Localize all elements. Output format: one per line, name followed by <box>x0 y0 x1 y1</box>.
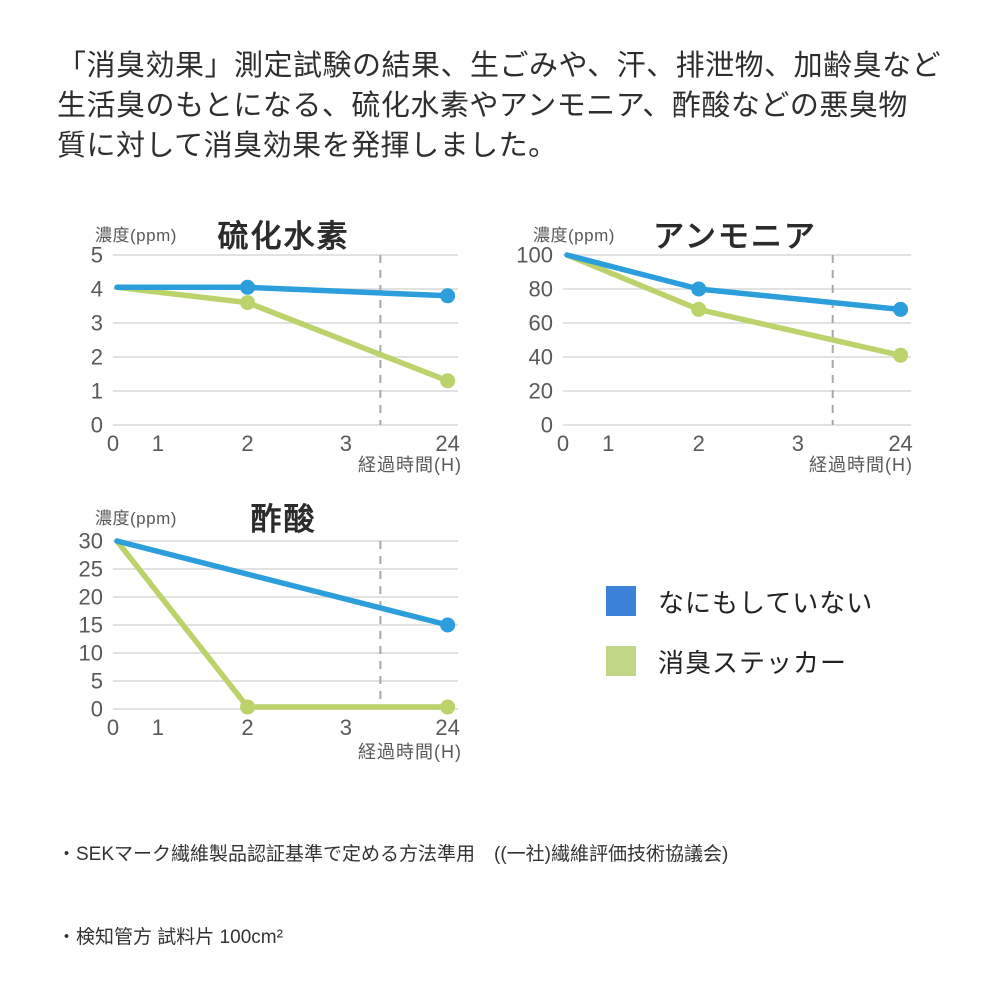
legend-swatch-green <box>606 646 636 676</box>
y-tick-label: 5 <box>91 243 103 268</box>
y-axis-unit-label: 濃度(ppm) <box>95 226 177 245</box>
y-tick-label: 40 <box>529 345 553 370</box>
legend-label: なにもしていない <box>658 587 874 618</box>
data-point <box>240 295 256 311</box>
legend-item-sticker: 消臭ステッカー <box>606 646 873 678</box>
x-tick-label: 1 <box>602 431 614 456</box>
y-tick-label: 2 <box>91 345 103 370</box>
y-tick-label: 10 <box>79 641 103 666</box>
series-line <box>114 538 451 710</box>
y-tick-label: 100 <box>516 243 553 268</box>
y-tick-label: 20 <box>79 585 103 610</box>
chart-title: アンモニア <box>653 219 817 254</box>
legend: なにもしていない 消臭ステッカー <box>606 586 873 706</box>
y-tick-label: 5 <box>91 669 103 694</box>
line-chart-plot: 0 1 2 3 4 5 0 1 2 3 24 <box>91 243 460 457</box>
chart-ammonia: 濃度(ppm) アンモニア 0 20 40 60 80 100 0 1 2 3 24 経過時間(H) <box>515 213 965 481</box>
y-tick-label: 0 <box>91 697 103 722</box>
x-tick-label: 3 <box>792 431 804 456</box>
data-point <box>240 699 256 715</box>
legend-label: 消臭ステッカー <box>658 647 848 678</box>
x-tick-label: 3 <box>340 431 352 456</box>
x-axis-label: 経過時間(H) <box>809 455 913 475</box>
x-tick-label: 24 <box>435 431 459 456</box>
chart-title: 硫化水素 <box>217 219 350 254</box>
data-point <box>440 288 456 304</box>
header-line: 質に対して消臭効果を発揮しました。 <box>57 130 558 162</box>
y-tick-label: 1 <box>91 379 103 404</box>
chart-hydrogen-sulfide: 濃度(ppm) 硫化水素 0 1 2 3 4 5 0 1 2 3 24 経過時間(H) <box>70 213 500 481</box>
y-tick-label: 30 <box>79 529 103 554</box>
y-tick-label: 0 <box>91 413 103 438</box>
y-tick-label: 25 <box>79 557 103 582</box>
x-axis-label: 経過時間(H) <box>358 455 462 475</box>
footnotes: ・SEKマーク繊維製品認証基準で定める方法準用 ((一社)繊維評価技術協議会) … <box>57 786 967 1000</box>
y-tick-label: 60 <box>529 311 553 336</box>
x-tick-label: 0 <box>107 715 119 740</box>
header-text: 「消臭効果」測定試験の結果、生ごみや、汗、排泄物、加齢臭など 生活臭のもとになる… <box>57 46 957 166</box>
x-tick-label: 2 <box>693 431 705 456</box>
header-line: 生活臭のもとになる、硫化水素やアンモニア、酢酸などの悪臭物 <box>57 90 908 122</box>
y-tick-label: 0 <box>541 413 553 438</box>
data-point <box>893 347 909 363</box>
x-axis-label: 経過時間(H) <box>358 742 462 762</box>
x-tick-label: 0 <box>557 431 569 456</box>
data-point <box>893 301 909 317</box>
data-point <box>691 301 707 317</box>
series-line <box>564 252 904 313</box>
series-line <box>114 538 451 628</box>
y-tick-label: 4 <box>91 277 103 302</box>
chart-title: 酢酸 <box>250 502 317 537</box>
y-tick-label: 15 <box>79 613 103 638</box>
data-point <box>691 281 707 297</box>
x-tick-label: 2 <box>241 431 253 456</box>
line-chart-plot: 0 20 40 60 80 100 0 1 2 3 24 <box>516 243 913 457</box>
y-axis-unit-label: 濃度(ppm) <box>95 509 177 528</box>
data-point <box>440 617 456 633</box>
data-point <box>240 279 256 295</box>
x-tick-label: 3 <box>340 715 352 740</box>
x-tick-label: 1 <box>152 431 164 456</box>
legend-item-none: なにもしていない <box>606 586 873 618</box>
data-point <box>440 699 456 715</box>
series-line <box>114 284 451 384</box>
y-tick-label: 3 <box>91 311 103 336</box>
legend-swatch-blue <box>606 586 636 616</box>
x-tick-label: 24 <box>888 431 912 456</box>
y-tick-label: 80 <box>529 277 553 302</box>
data-point <box>440 373 456 389</box>
header-line: 「消臭効果」測定試験の結果、生ごみや、汗、排泄物、加齢臭など <box>57 50 942 82</box>
x-tick-label: 24 <box>435 715 459 740</box>
footnote-line: ・SEKマーク繊維製品認証基準で定める方法準用 ((一社)繊維評価技術協議会) <box>57 844 729 865</box>
y-axis-unit-label: 濃度(ppm) <box>533 226 615 245</box>
footnote-line: ・検知管方 試料片 100cm² <box>57 926 283 948</box>
x-tick-label: 0 <box>107 431 119 456</box>
x-tick-label: 2 <box>241 715 253 740</box>
chart-acetic-acid: 濃度(ppm) 酢酸 0 5 10 15 20 25 30 0 1 2 3 24 経過時間(H) <box>70 496 500 768</box>
y-tick-label: 20 <box>529 379 553 404</box>
x-tick-label: 1 <box>152 715 164 740</box>
